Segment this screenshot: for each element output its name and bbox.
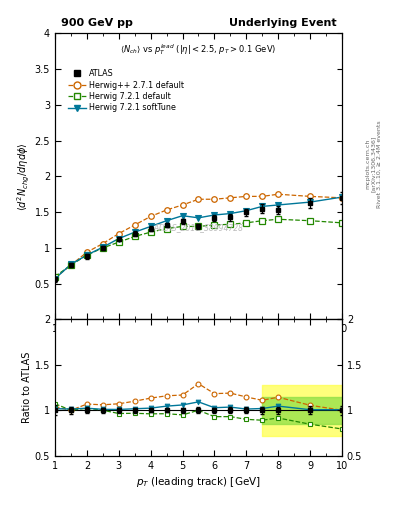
Text: mcplots.cern.ch: mcplots.cern.ch [365,139,370,189]
Y-axis label: $\langle d^2 N_{chg}/d\eta d\phi \rangle$: $\langle d^2 N_{chg}/d\eta d\phi \rangle… [16,142,32,210]
Legend: ATLAS, Herwig++ 2.7.1 default, Herwig 7.2.1 default, Herwig 7.2.1 softTune: ATLAS, Herwig++ 2.7.1 default, Herwig 7.… [65,66,187,116]
Text: Underlying Event: Underlying Event [229,17,336,28]
X-axis label: $p_T$ (leading track) [GeV]: $p_T$ (leading track) [GeV] [136,475,261,489]
Text: $\langle N_{ch}\rangle$ vs $p_T^{lead}$ ($|\eta| < 2.5$, $p_T > 0.1$ GeV): $\langle N_{ch}\rangle$ vs $p_T^{lead}$ … [120,42,277,57]
Y-axis label: Ratio to ATLAS: Ratio to ATLAS [22,352,32,423]
Text: [arXiv:1306.3436]: [arXiv:1306.3436] [371,136,376,192]
Text: 900 GeV pp: 900 GeV pp [61,17,132,28]
Text: Rivet 3.1.10, ≥ 2.4M events: Rivet 3.1.10, ≥ 2.4M events [377,120,382,208]
Text: ATLAS_2010_S8994728: ATLAS_2010_S8994728 [153,223,244,232]
